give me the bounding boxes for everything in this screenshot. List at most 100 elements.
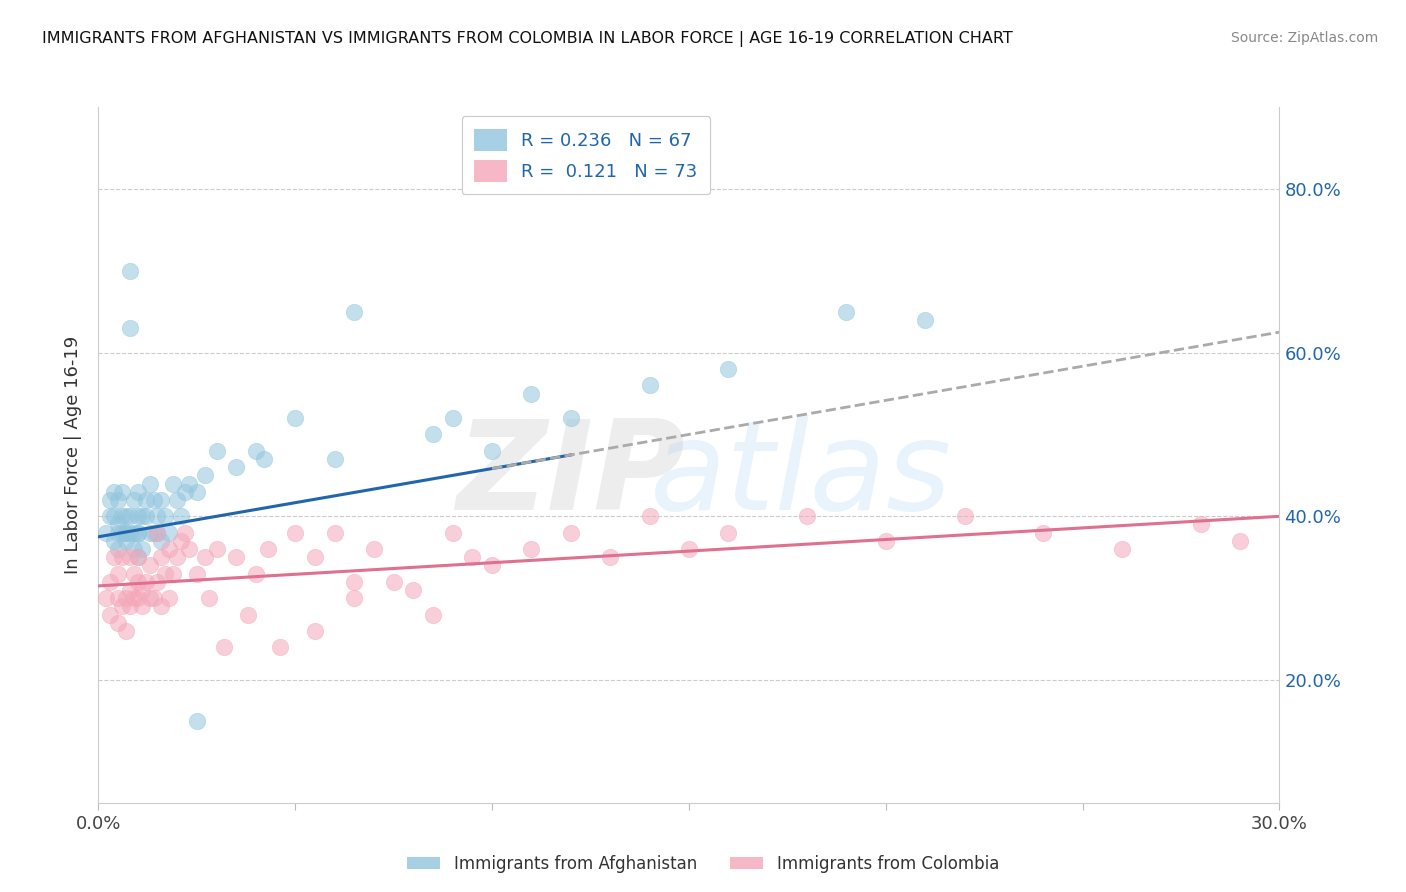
Point xyxy=(796,509,818,524)
Point xyxy=(127,550,149,565)
Point xyxy=(127,550,149,565)
Point xyxy=(162,566,184,581)
Point xyxy=(98,574,121,589)
Text: Source: ZipAtlas.com: Source: ZipAtlas.com xyxy=(1230,31,1378,45)
Point xyxy=(382,574,405,589)
Point xyxy=(138,591,160,606)
Point xyxy=(245,566,267,581)
Point xyxy=(155,509,177,524)
Point xyxy=(142,525,165,540)
Point xyxy=(162,476,184,491)
Point xyxy=(107,591,129,606)
Point xyxy=(170,533,193,548)
Point xyxy=(146,574,169,589)
Point xyxy=(225,460,247,475)
Point xyxy=(111,599,134,614)
Point xyxy=(142,492,165,507)
Point xyxy=(142,591,165,606)
Point xyxy=(174,484,197,499)
Point xyxy=(115,509,138,524)
Point xyxy=(174,525,197,540)
Point xyxy=(103,550,125,565)
Point xyxy=(115,624,138,638)
Point xyxy=(245,443,267,458)
Point xyxy=(835,304,858,318)
Point xyxy=(678,542,700,557)
Point xyxy=(103,533,125,548)
Point xyxy=(146,525,169,540)
Text: atlas: atlas xyxy=(650,416,952,536)
Point xyxy=(1111,542,1133,557)
Point xyxy=(157,525,180,540)
Point xyxy=(122,525,145,540)
Point xyxy=(107,492,129,507)
Point xyxy=(520,542,543,557)
Point xyxy=(135,574,157,589)
Point xyxy=(560,411,582,425)
Point xyxy=(103,484,125,499)
Point xyxy=(520,386,543,401)
Point xyxy=(131,599,153,614)
Point xyxy=(875,533,897,548)
Point xyxy=(118,525,141,540)
Point xyxy=(122,566,145,581)
Point xyxy=(115,533,138,548)
Point xyxy=(343,574,366,589)
Point xyxy=(304,550,326,565)
Point xyxy=(127,484,149,499)
Point xyxy=(177,542,200,557)
Point xyxy=(155,566,177,581)
Point xyxy=(560,525,582,540)
Point xyxy=(118,582,141,597)
Point xyxy=(118,509,141,524)
Point xyxy=(1032,525,1054,540)
Point xyxy=(107,517,129,532)
Point xyxy=(131,509,153,524)
Point xyxy=(953,509,976,524)
Text: ZIP: ZIP xyxy=(457,416,685,536)
Point xyxy=(717,525,740,540)
Point xyxy=(135,509,157,524)
Point xyxy=(638,378,661,392)
Point xyxy=(122,542,145,557)
Point xyxy=(115,591,138,606)
Point xyxy=(127,574,149,589)
Point xyxy=(194,468,217,483)
Point xyxy=(118,599,141,614)
Point xyxy=(269,640,291,655)
Point xyxy=(111,509,134,524)
Point xyxy=(96,591,118,606)
Point xyxy=(323,525,346,540)
Point xyxy=(98,607,121,622)
Point xyxy=(197,591,219,606)
Point xyxy=(599,550,621,565)
Point xyxy=(363,542,385,557)
Point xyxy=(186,714,208,728)
Point xyxy=(638,509,661,524)
Point xyxy=(441,411,464,425)
Point xyxy=(118,321,141,335)
Point xyxy=(115,525,138,540)
Legend: Immigrants from Afghanistan, Immigrants from Colombia: Immigrants from Afghanistan, Immigrants … xyxy=(401,848,1005,880)
Point xyxy=(256,542,278,557)
Point xyxy=(914,313,936,327)
Point xyxy=(343,591,366,606)
Point xyxy=(118,550,141,565)
Point xyxy=(1189,517,1212,532)
Point xyxy=(205,443,228,458)
Point xyxy=(170,509,193,524)
Point xyxy=(98,492,121,507)
Point xyxy=(107,542,129,557)
Point xyxy=(1229,533,1251,548)
Point xyxy=(225,550,247,565)
Point xyxy=(98,509,121,524)
Point xyxy=(284,525,307,540)
Point xyxy=(717,362,740,376)
Point xyxy=(127,509,149,524)
Point xyxy=(122,492,145,507)
Point xyxy=(343,304,366,318)
Y-axis label: In Labor Force | Age 16-19: In Labor Force | Age 16-19 xyxy=(63,335,82,574)
Point xyxy=(122,591,145,606)
Point xyxy=(284,411,307,425)
Point xyxy=(150,599,173,614)
